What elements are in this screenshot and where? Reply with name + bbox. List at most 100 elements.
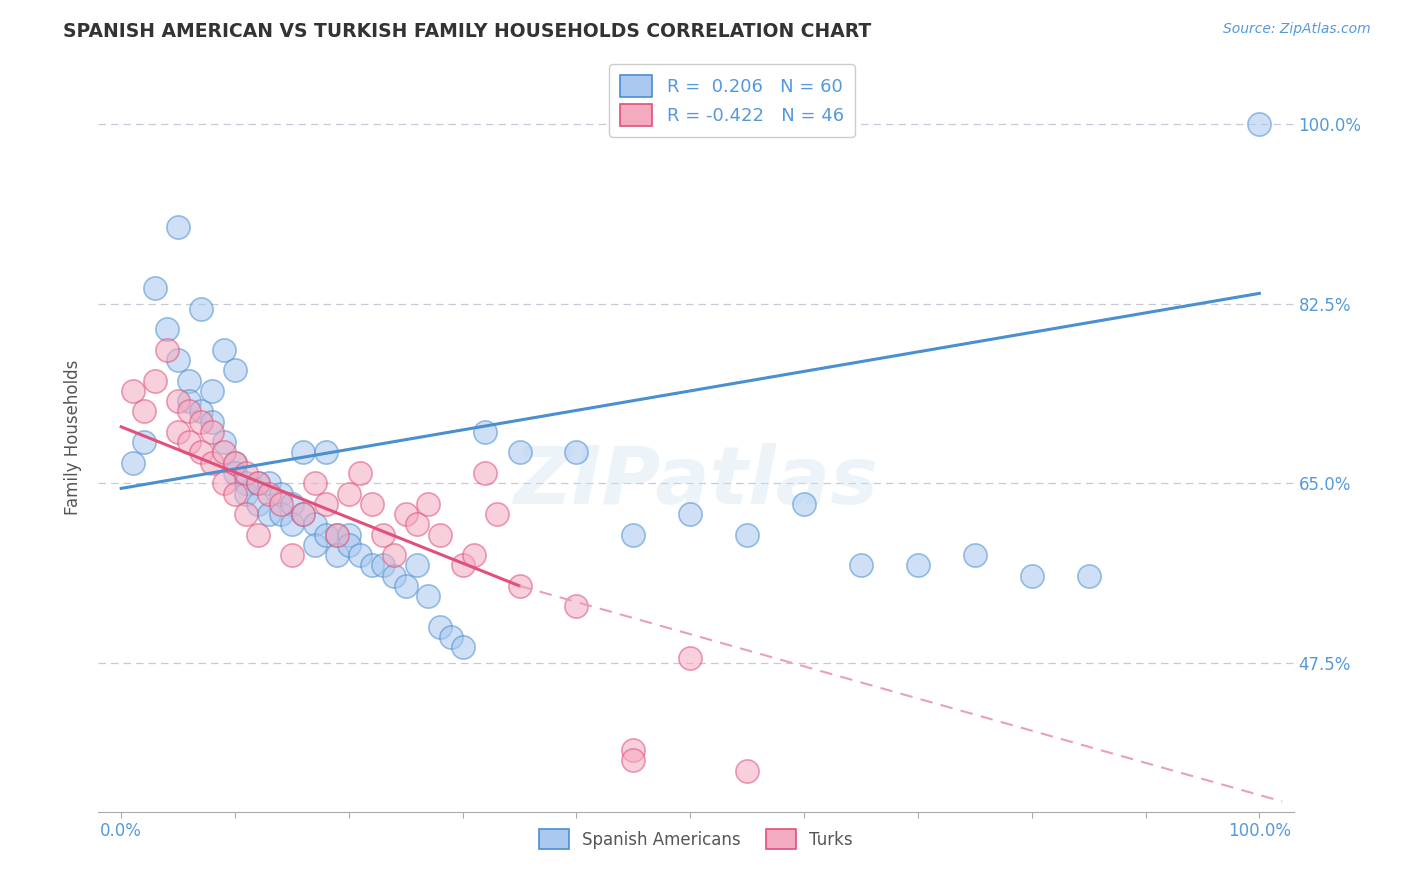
Point: [235, 486, 257, 500]
Point: [156, 322, 179, 336]
Point: [257, 507, 280, 521]
Point: [1021, 568, 1043, 582]
Point: [257, 476, 280, 491]
Point: [418, 497, 440, 511]
Point: [907, 558, 929, 573]
Point: [190, 415, 212, 429]
Point: [167, 394, 190, 409]
Point: [509, 445, 531, 459]
Point: [360, 558, 382, 573]
Point: [179, 374, 201, 388]
Point: [257, 486, 280, 500]
Point: [406, 558, 429, 573]
Point: [212, 476, 235, 491]
Point: [418, 589, 440, 603]
Point: [121, 384, 143, 398]
Point: [337, 538, 360, 552]
Point: [270, 497, 292, 511]
Point: [621, 527, 644, 541]
Point: [463, 548, 485, 562]
Point: [304, 476, 326, 491]
Point: [621, 743, 644, 757]
Point: [212, 343, 235, 357]
Point: [793, 497, 815, 511]
Point: [326, 527, 349, 541]
Point: [190, 404, 212, 418]
Y-axis label: Family Households: Family Households: [65, 359, 83, 515]
Point: [201, 425, 224, 439]
Point: [429, 527, 451, 541]
Point: [963, 548, 986, 562]
Text: SPANISH AMERICAN VS TURKISH FAMILY HOUSEHOLDS CORRELATION CHART: SPANISH AMERICAN VS TURKISH FAMILY HOUSE…: [63, 22, 872, 41]
Point: [132, 435, 155, 450]
Point: [270, 507, 292, 521]
Point: [679, 507, 702, 521]
Point: [179, 404, 201, 418]
Point: [167, 219, 190, 234]
Point: [337, 486, 360, 500]
Point: [224, 456, 246, 470]
Point: [179, 435, 201, 450]
Point: [281, 548, 304, 562]
Point: [315, 497, 337, 511]
Point: [246, 476, 269, 491]
Point: [349, 466, 371, 480]
Point: [451, 558, 474, 573]
Point: [235, 466, 257, 480]
Point: [326, 548, 349, 562]
Point: [246, 476, 269, 491]
Point: [143, 374, 166, 388]
Point: [440, 630, 463, 644]
Point: [474, 466, 496, 480]
Point: [281, 497, 304, 511]
Point: [429, 620, 451, 634]
Point: [224, 486, 246, 500]
Point: [360, 497, 382, 511]
Point: [735, 764, 758, 778]
Point: [201, 384, 224, 398]
Point: [395, 507, 418, 521]
Point: [371, 527, 394, 541]
Text: ZIPatlas: ZIPatlas: [513, 443, 879, 521]
Point: [395, 579, 418, 593]
Point: [292, 445, 315, 459]
Point: [235, 476, 257, 491]
Point: [292, 507, 315, 521]
Point: [201, 456, 224, 470]
Point: [224, 363, 246, 377]
Point: [292, 507, 315, 521]
Point: [201, 415, 224, 429]
Point: [485, 507, 508, 521]
Point: [270, 486, 292, 500]
Point: [349, 548, 371, 562]
Point: [1249, 117, 1271, 131]
Point: [509, 579, 531, 593]
Point: [190, 301, 212, 316]
Point: [235, 507, 257, 521]
Point: [224, 466, 246, 480]
Point: [212, 445, 235, 459]
Point: [382, 568, 405, 582]
Point: [1077, 568, 1099, 582]
Point: [121, 456, 143, 470]
Point: [212, 435, 235, 450]
Point: [849, 558, 872, 573]
Point: [406, 517, 429, 532]
Point: [565, 599, 588, 614]
Point: [132, 404, 155, 418]
Point: [281, 517, 304, 532]
Point: [315, 445, 337, 459]
Point: [337, 527, 360, 541]
Point: [246, 497, 269, 511]
Point: [167, 353, 190, 368]
Point: [735, 527, 758, 541]
Point: [179, 394, 201, 409]
Point: [474, 425, 496, 439]
Point: [190, 445, 212, 459]
Point: [304, 538, 326, 552]
Point: [143, 281, 166, 295]
Point: [315, 527, 337, 541]
Legend: Spanish Americans, Turks: Spanish Americans, Turks: [533, 822, 859, 855]
Point: [167, 425, 190, 439]
Point: [382, 548, 405, 562]
